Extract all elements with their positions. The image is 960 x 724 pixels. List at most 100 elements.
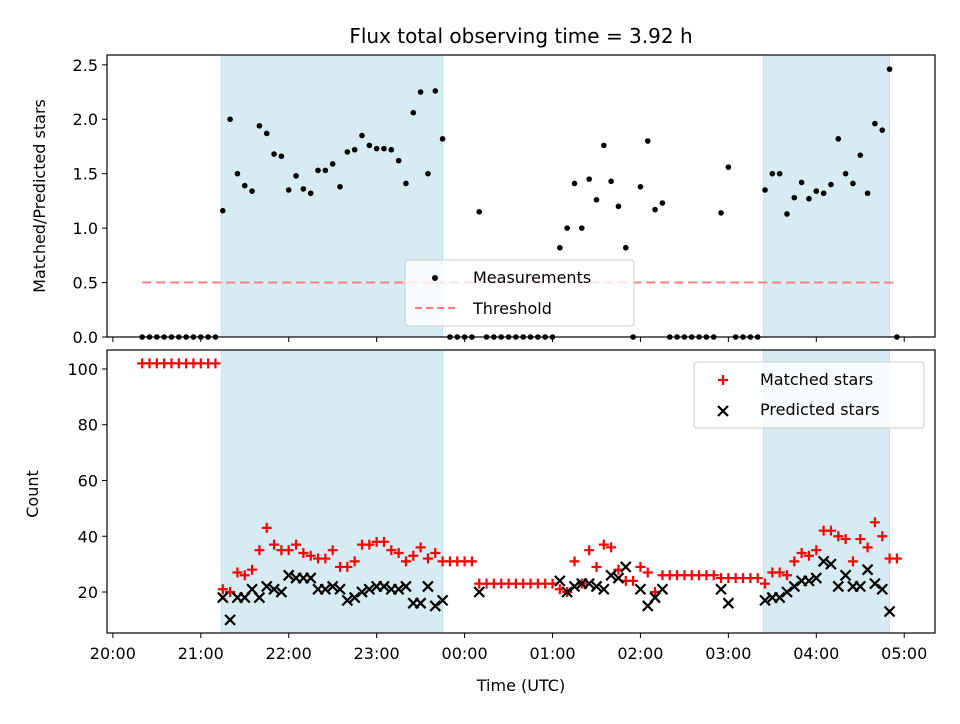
measurement-point: [359, 132, 365, 139]
measurement-point: [293, 173, 299, 179]
measurement-point: [850, 180, 856, 187]
measurement-point: [417, 89, 424, 95]
measurement-point: [872, 120, 878, 127]
predicted-stars-point: [341, 594, 354, 607]
matched-stars-point: [364, 539, 375, 550]
x-tick-label: 02:00: [617, 644, 663, 663]
predicted-stars-point: [400, 580, 412, 593]
predicted-stars-point: [817, 555, 830, 568]
x-tick-label: 04:00: [793, 644, 839, 663]
measurement-point: [593, 197, 600, 203]
measurement-point: [659, 200, 666, 206]
y-tick-label: 2.5: [73, 56, 98, 75]
predicted-stars-point: [620, 561, 632, 573]
measurement-point: [241, 182, 248, 189]
matched-stars-point: [635, 561, 646, 572]
predicted-stars-point: [304, 572, 317, 584]
x-tick-label: 23:00: [354, 644, 400, 663]
top-legend-box: [404, 259, 635, 327]
measurement-point: [410, 109, 417, 116]
predicted-stars-point: [788, 580, 801, 593]
matched-stars-point: [283, 545, 294, 556]
measurement-point: [278, 153, 285, 160]
y-tick-label: 1.0: [73, 219, 98, 238]
x-tick-label: 20:00: [90, 644, 136, 663]
y-tick-label: 0.0: [73, 328, 98, 347]
matched-stars-point: [217, 584, 228, 595]
predicted-stars-point: [422, 580, 434, 593]
matched-stars-point: [606, 542, 617, 553]
matched-stars-point: [269, 539, 280, 550]
predicted-stars-point: [568, 580, 581, 593]
predicted-stars-point: [876, 583, 889, 596]
predicted-stars-point: [781, 586, 793, 598]
matched-stars-point: [430, 547, 441, 558]
predicted-stars-point: [810, 572, 823, 584]
matched-stars-point: [386, 545, 397, 556]
measurement-point: [842, 170, 849, 177]
predicted-stars-point: [268, 583, 280, 596]
top-legend: Measurements Threshold: [404, 259, 635, 327]
axes-frame: [106, 349, 936, 634]
predicted-stars-point: [561, 586, 573, 598]
matched-stars-point: [877, 531, 888, 542]
measurement-point: [864, 190, 871, 197]
matched-stars-point: [628, 575, 639, 586]
x-axis-label: Time (UTC): [476, 676, 565, 695]
x-tick-label: 21:00: [178, 644, 224, 663]
matched-stars-point: [840, 534, 851, 545]
measurement-point: [381, 145, 387, 152]
matched-stars-point: [320, 553, 331, 564]
predicted-stars-point: [473, 586, 486, 598]
measurement-point: [601, 142, 607, 149]
measurement-point: [725, 164, 732, 170]
matched-stars-point: [466, 556, 477, 567]
predicted-stars-point: [825, 558, 837, 570]
x-tick-label: 03:00: [705, 644, 751, 663]
predicted-stars-point: [253, 591, 266, 604]
measurement-point: [776, 170, 783, 177]
measurement-point: [271, 151, 277, 157]
measurement-point: [395, 157, 402, 164]
legend-threshold-label: Threshold: [472, 299, 552, 318]
measurement-point: [828, 181, 834, 188]
y-tick-label: 100: [67, 360, 98, 379]
predicted-stars-point: [854, 580, 867, 593]
legend-matched-label: Matched stars: [760, 370, 873, 389]
predicted-stars-point: [605, 569, 617, 582]
measurement-point: [652, 206, 658, 213]
measurement-point: [351, 146, 358, 153]
measurement-point: [249, 188, 255, 194]
x-tick-label: 00:00: [442, 644, 488, 663]
predicted-stars-point: [216, 591, 229, 604]
matched-stars-point: [774, 567, 785, 578]
matched-stars-point: [752, 573, 763, 584]
measurement-point: [373, 145, 380, 152]
measurement-point: [219, 207, 226, 214]
matched-stars-point: [400, 556, 411, 567]
predicted-stars-point: [612, 572, 625, 584]
predicted-stars-point: [429, 600, 442, 612]
predicted-stars-point: [356, 586, 368, 598]
measurement-point: [329, 161, 336, 167]
predicted-stars-point: [759, 594, 771, 607]
predicted-stars-point: [722, 597, 735, 609]
measurement-point: [439, 136, 446, 142]
matched-stars-point: [422, 553, 433, 564]
measurement-point: [791, 194, 798, 201]
measurement-point: [571, 180, 578, 187]
measurement-point: [256, 122, 263, 129]
matched-stars-point: [408, 550, 419, 561]
matched-stars-point: [569, 556, 580, 567]
measurement-point: [300, 186, 307, 192]
measurement-point: [403, 180, 409, 187]
predicted-stars-point: [334, 583, 346, 596]
predicted-stars-point: [363, 583, 376, 596]
matched-stars-point: [869, 517, 880, 528]
legend-matched-marker: [718, 375, 728, 385]
measurement-point: [425, 170, 431, 177]
predicted-stars-point: [583, 577, 595, 590]
matched-stars-point: [891, 553, 902, 564]
measurement-point: [263, 130, 270, 137]
